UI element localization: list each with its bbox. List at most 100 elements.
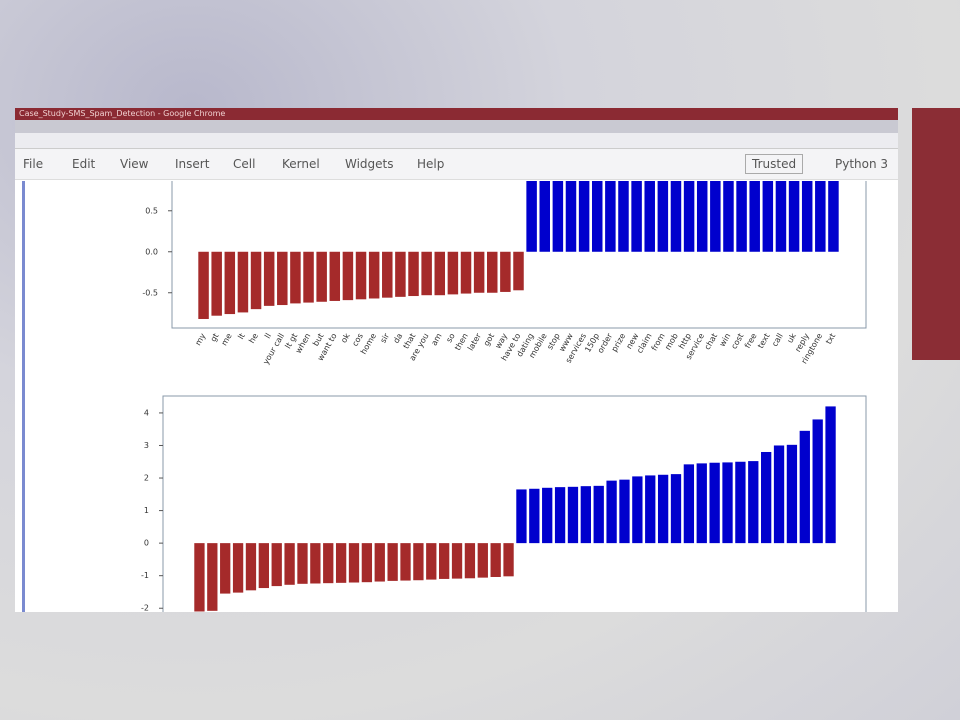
x-tick-label: ok	[339, 331, 352, 344]
bar	[619, 479, 630, 544]
bar	[632, 476, 643, 544]
bar	[513, 251, 524, 291]
bar	[408, 251, 419, 297]
bar	[451, 543, 463, 579]
tab-strip	[15, 120, 898, 133]
bar	[342, 251, 354, 301]
bar	[477, 543, 488, 578]
bar	[723, 181, 734, 252]
menu-item[interactable]: Edit	[72, 157, 96, 171]
bar	[591, 181, 603, 252]
bar	[211, 251, 222, 316]
bar	[460, 251, 472, 294]
x-tick-label: prize	[610, 332, 628, 354]
bar	[539, 181, 550, 252]
bar	[578, 181, 590, 252]
x-tick-label: txt	[824, 332, 837, 346]
bar	[355, 251, 367, 300]
bar	[593, 485, 604, 544]
y-tick-label: -2	[141, 604, 149, 613]
bar	[374, 543, 385, 582]
menu-item[interactable]: Help	[417, 157, 445, 171]
menu-item[interactable]: Kernel	[282, 157, 320, 171]
bar	[683, 464, 695, 544]
bar	[490, 543, 501, 577]
bar	[799, 430, 810, 544]
bar	[670, 181, 682, 252]
menu-item[interactable]: Insert	[175, 157, 210, 171]
bar	[290, 251, 301, 304]
bar	[250, 251, 262, 310]
bar	[387, 543, 398, 581]
bar	[606, 480, 617, 544]
bar	[761, 451, 772, 544]
bar	[773, 445, 785, 544]
bar	[382, 251, 393, 298]
bar	[220, 543, 231, 594]
bar	[828, 181, 839, 252]
bar	[368, 251, 380, 299]
y-tick-label: 0.5	[145, 206, 158, 215]
bar	[361, 543, 373, 583]
bar	[801, 181, 813, 252]
bar	[487, 251, 498, 293]
bar	[516, 489, 527, 544]
x-tick-label: chat	[703, 332, 720, 352]
bar	[618, 181, 629, 252]
x-tick-label: sir	[379, 331, 392, 344]
bar	[503, 543, 514, 577]
x-tick-label: from	[650, 332, 667, 353]
title-bar: Case_Study-SMS_Spam_Detection - Google C…	[15, 108, 898, 120]
bar	[277, 251, 288, 306]
bar	[670, 474, 682, 544]
bar	[284, 543, 295, 585]
bar	[348, 543, 360, 583]
bar	[500, 251, 511, 292]
menu-item[interactable]: View	[120, 157, 149, 171]
bar	[473, 251, 485, 293]
x-tick-label: cost	[729, 332, 745, 351]
y-tick-label: -1	[141, 571, 149, 580]
y-tick-label: 1	[144, 506, 149, 515]
bar	[788, 181, 800, 252]
bar	[645, 475, 656, 544]
y-tick-label: 4	[144, 408, 149, 417]
bar	[722, 462, 733, 544]
menu-item[interactable]: Cell	[233, 157, 256, 171]
bar	[323, 543, 334, 584]
address-bar[interactable]	[15, 133, 898, 149]
x-tick-label: order	[596, 331, 615, 355]
bar	[316, 251, 327, 302]
bar	[529, 488, 540, 544]
x-tick-label: am	[430, 332, 444, 348]
kernel-name: Python 3	[835, 157, 889, 171]
bar	[224, 251, 236, 315]
trusted-badge[interactable]: Trusted	[745, 154, 804, 174]
bar	[657, 181, 669, 252]
menu-item[interactable]: Widgets	[345, 157, 394, 171]
bar	[421, 251, 432, 296]
plot-frame	[162, 395, 867, 612]
bar	[644, 181, 655, 252]
bar	[245, 543, 257, 591]
bar	[552, 181, 564, 252]
bar	[775, 181, 787, 252]
x-tick-label: gt	[209, 332, 221, 344]
bar	[815, 181, 826, 252]
y-tick-label: 0.0	[145, 247, 158, 256]
bar	[258, 543, 269, 589]
bar	[736, 181, 747, 252]
bar	[825, 406, 836, 544]
bar	[657, 474, 669, 544]
bar	[434, 251, 446, 296]
bar	[426, 543, 437, 580]
bar	[395, 251, 406, 297]
side-panel	[912, 108, 960, 360]
x-tick-label: free	[743, 332, 759, 350]
bar	[297, 543, 308, 584]
menu-item[interactable]: File	[23, 157, 44, 171]
x-tick-label: me	[220, 332, 234, 348]
bar	[439, 543, 450, 579]
